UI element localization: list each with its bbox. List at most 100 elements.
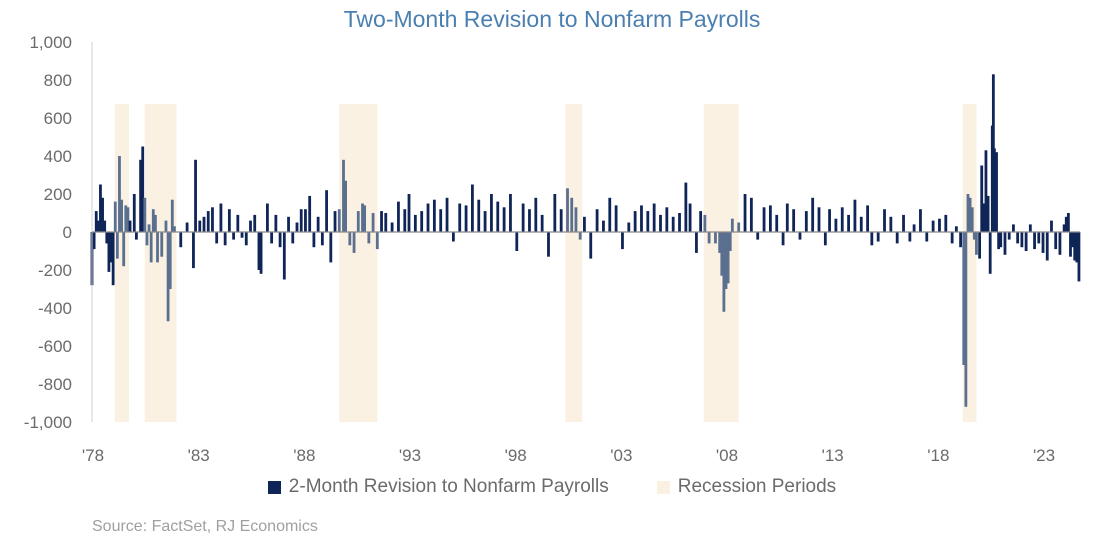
revision-bar [445, 197, 449, 232]
revision-bar [397, 201, 400, 232]
revision-bar [1077, 232, 1081, 282]
revision-bar [375, 232, 379, 250]
revision-bar [325, 190, 328, 232]
revision-bar [206, 211, 210, 232]
revision-bar [627, 222, 631, 232]
revision-bar [219, 203, 223, 232]
revision-bar [889, 216, 893, 232]
revision-bar [1064, 216, 1068, 232]
revision-bar [785, 203, 789, 232]
x-tick-label: '03 [610, 446, 632, 465]
revision-bar [707, 232, 711, 244]
revision-bar [282, 232, 286, 280]
revision-bar [118, 156, 121, 232]
revision-bar [756, 232, 760, 240]
revision-bar [304, 209, 307, 232]
revision-bar [866, 205, 870, 232]
revision-bar [198, 220, 202, 232]
revision-bar [227, 209, 231, 232]
revision-bar [678, 213, 681, 232]
revision-bar [211, 207, 214, 232]
revision-bar [380, 211, 383, 232]
revision-bar [92, 232, 96, 250]
revision-bar [1073, 232, 1077, 261]
revision-bar [99, 184, 102, 232]
revision-bar [367, 232, 371, 244]
revision-bar [997, 232, 1001, 250]
revision-bar [834, 218, 838, 232]
revision-bar [253, 214, 257, 232]
revision-bar [291, 232, 295, 244]
revision-bar [737, 222, 741, 232]
revision-bar [703, 214, 707, 232]
revision-bar [798, 232, 802, 240]
chart-area: -1,000 -800 -600 -400 -200 0 200 400 600 800 1,000… [24, 33, 1081, 465]
revision-bar [714, 232, 717, 244]
revision-bar [464, 205, 468, 232]
revision-bar [426, 203, 430, 232]
revision-bar [111, 232, 115, 286]
revision-bar [320, 232, 324, 246]
revision-bar [240, 232, 244, 238]
revision-bar [984, 150, 988, 232]
revision-bar [902, 214, 905, 232]
x-tick-label: '88 [293, 446, 315, 465]
x-tick-label: '93 [399, 446, 421, 465]
revision-bar [975, 232, 978, 255]
revision-bar [574, 207, 578, 232]
revision-bar [194, 159, 197, 232]
revision-bar [749, 197, 753, 232]
y-tick-label: -400 [38, 299, 72, 318]
y-tick-label: 0 [63, 223, 72, 242]
revision-bar [257, 232, 261, 270]
revision-bar [720, 232, 724, 276]
revision-bar [1012, 224, 1015, 232]
revision-bar [528, 209, 531, 232]
legend-item-revisions: 2-Month Revision to Nonfarm Payrolls [267, 476, 609, 498]
revision-bar [259, 232, 263, 274]
revision-bar [236, 214, 240, 232]
y-tick-label: 200 [44, 185, 72, 204]
revision-bar [160, 232, 164, 257]
revision-bar [105, 232, 109, 244]
revision-bar [883, 209, 886, 232]
y-tick-label: -200 [38, 261, 72, 280]
revision-bar [154, 214, 157, 232]
recession-band [144, 104, 177, 422]
legend: 2-Month Revision to Nonfarm Payrolls Rec… [0, 476, 1104, 498]
revision-bar [515, 232, 519, 251]
revision-bar [540, 214, 544, 232]
revision-bar [337, 209, 341, 232]
revision-bar [333, 211, 337, 232]
x-tick-label: '98 [505, 446, 527, 465]
revision-bar [1037, 232, 1041, 244]
revision-bar [185, 222, 189, 232]
revision-bar [1069, 232, 1072, 257]
revision-bar [646, 211, 650, 232]
revision-bar [361, 203, 364, 232]
revision-bar [120, 199, 123, 232]
revision-bar [633, 211, 637, 232]
revision-bar [534, 197, 538, 232]
revision-bar [143, 197, 147, 232]
axes [91, 42, 1080, 422]
revision-bar [316, 216, 320, 232]
revision-bar [139, 159, 143, 232]
revision-bar [817, 207, 821, 232]
revision-bar [202, 216, 206, 232]
revision-bar [1033, 232, 1036, 250]
revision-bar [132, 194, 136, 232]
revision-bar [578, 232, 582, 240]
revision-bar [995, 152, 998, 232]
revision-bar [908, 232, 912, 242]
revision-bar [988, 232, 992, 274]
revision-bar [128, 220, 132, 232]
revision-bar [1016, 232, 1020, 244]
revision-bar [299, 209, 303, 232]
revision-bar [978, 232, 982, 259]
revision-bar [762, 207, 766, 232]
revision-bar [147, 224, 151, 232]
legend-label-recession: Recession Periods [677, 476, 837, 497]
revision-bar [270, 232, 274, 244]
revision-bar [614, 205, 618, 232]
